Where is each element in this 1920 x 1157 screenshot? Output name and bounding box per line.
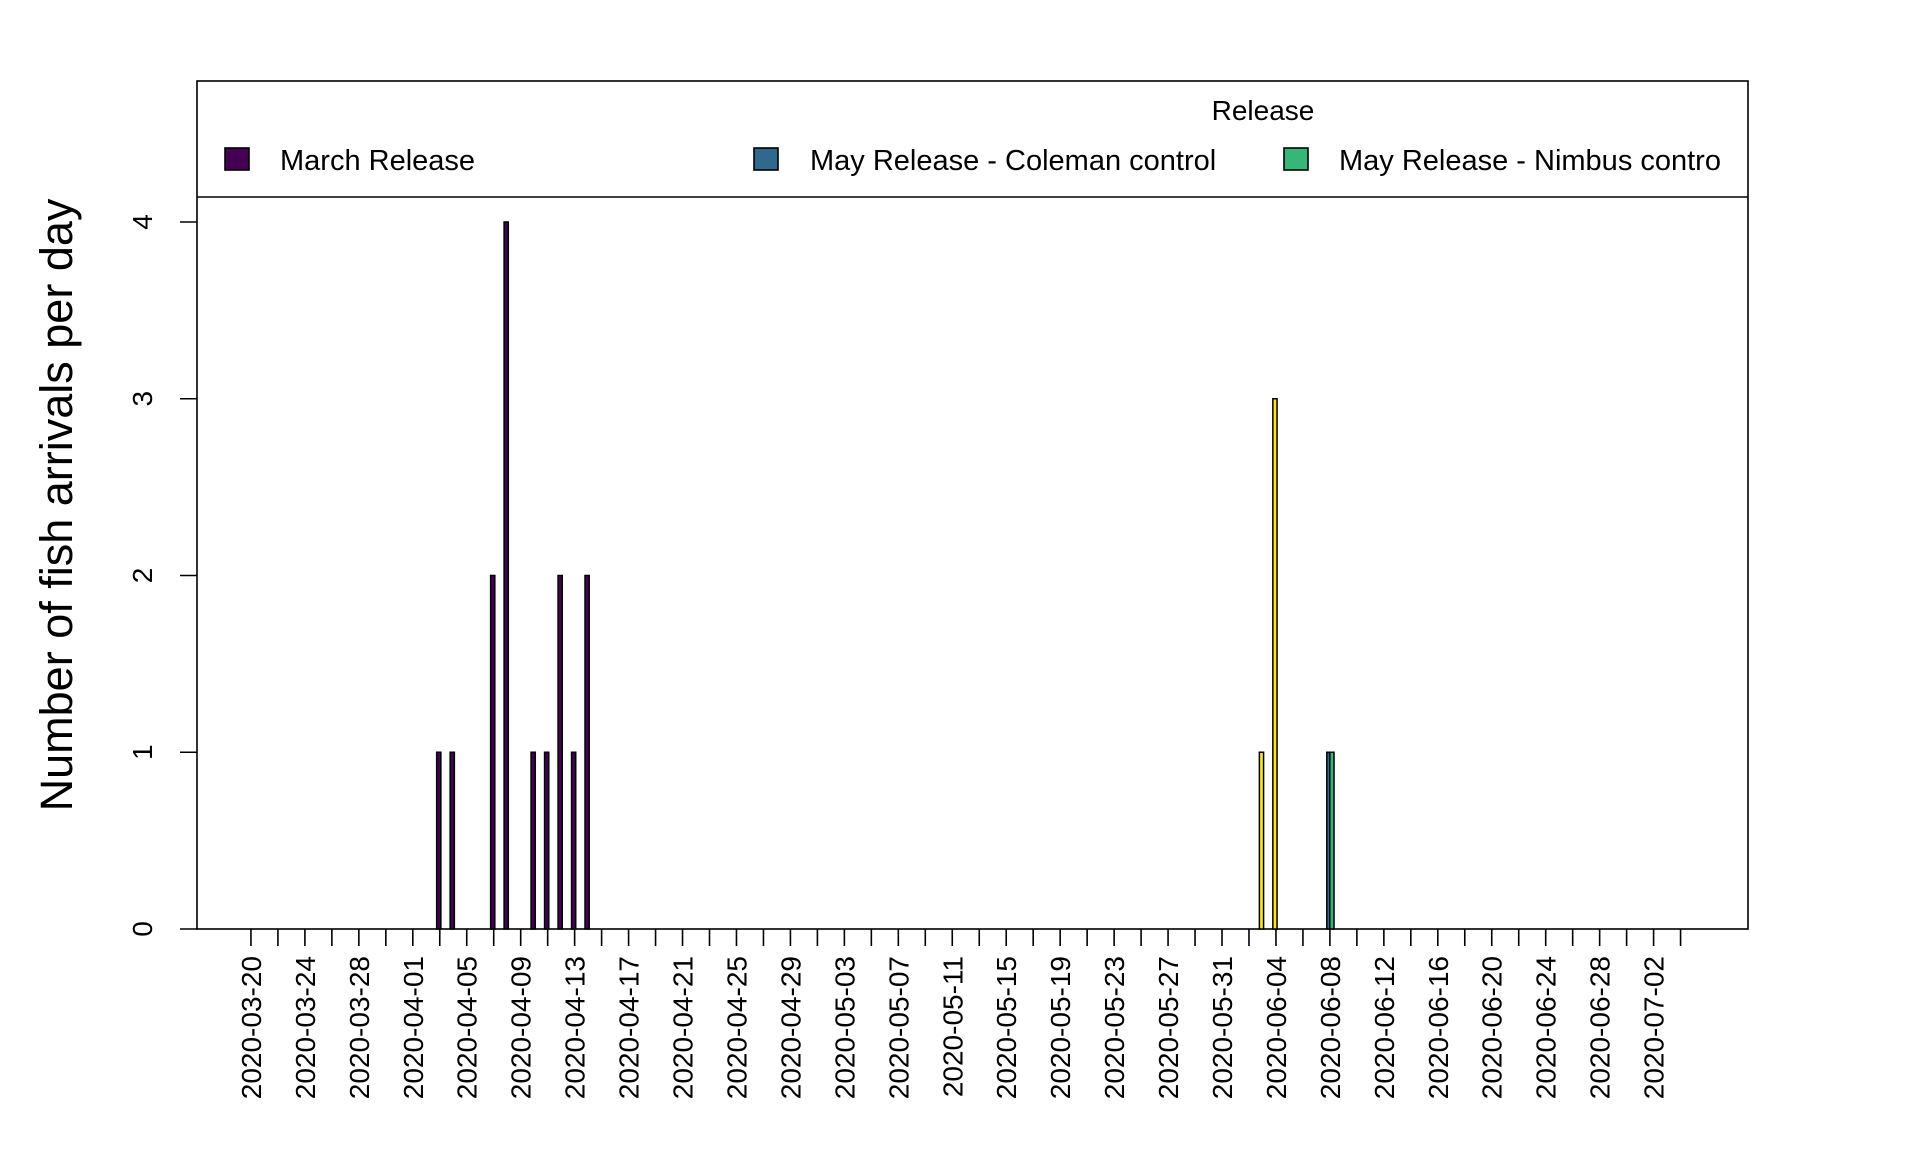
legend-key [1283,147,1309,171]
bar [449,751,456,930]
x-tick-label: 2020-05-15 [991,956,1022,1099]
bar [1329,751,1335,930]
x-tick-label: 2020-04-13 [560,956,591,1099]
bar [530,751,537,930]
y-axis-label: Number of fish arrivals per day [31,198,82,811]
bar [503,221,510,930]
x-tick-label: 2020-04-21 [668,956,699,1099]
legend-key [224,147,250,171]
x-tick-label: 2020-04-05 [452,956,483,1099]
legend-label: May Release - Coleman control [810,145,1216,177]
x-tick-label: 2020-06-16 [1423,956,1454,1099]
x-tick-label: 2020-05-07 [883,956,914,1099]
bar [1272,398,1278,930]
x-tick-label: 2020-07-02 [1639,956,1670,1099]
x-tick-label: 2020-04-29 [775,956,806,1099]
x-tick-label: 2020-03-24 [290,956,321,1099]
x-tick-label: 2020-03-20 [236,956,267,1099]
bar [1258,751,1265,930]
x-tick-label: 2020-06-04 [1261,956,1292,1099]
x-tick-label: 2020-04-01 [398,956,429,1099]
x-tick-label: 2020-05-11 [937,956,968,1097]
x-tick-label: 2020-06-12 [1369,956,1400,1099]
legend-title: Release [1212,95,1315,126]
bar [435,751,442,930]
y-tick-label: 1 [127,744,158,760]
y-tick-label: 2 [127,568,158,584]
bar [557,574,563,930]
y-tick-label: 4 [127,214,158,230]
x-tick-label: 2020-05-03 [829,956,860,1099]
legend-label: March Release [280,145,475,177]
plot-frame [196,80,1749,930]
x-tick-label: 2020-04-17 [614,956,645,1099]
y-tick-label: 3 [127,391,158,407]
bar [570,751,577,930]
x-tick-label: 2020-06-20 [1477,956,1508,1099]
bar [584,574,590,930]
x-tick-label: 2020-05-19 [1045,956,1076,1099]
x-tick-label: 2020-05-23 [1099,956,1130,1099]
y-tick-label: 0 [127,921,158,937]
legend-key [753,147,779,171]
x-tick-label: 2020-06-24 [1531,956,1562,1099]
bar [543,751,550,930]
legend-label: May Release - Nimbus contro [1339,145,1721,177]
x-tick-label: 2020-05-27 [1153,956,1184,1099]
x-tick-label: 2020-03-28 [344,956,375,1099]
x-tick-label: 2020-04-09 [506,956,537,1099]
x-tick-label: 2020-05-31 [1207,956,1238,1099]
x-tick-label: 2020-06-08 [1315,956,1346,1099]
x-tick-label: 2020-04-25 [721,956,752,1099]
bar [489,574,496,930]
x-tick-label: 2020-06-28 [1585,956,1616,1099]
